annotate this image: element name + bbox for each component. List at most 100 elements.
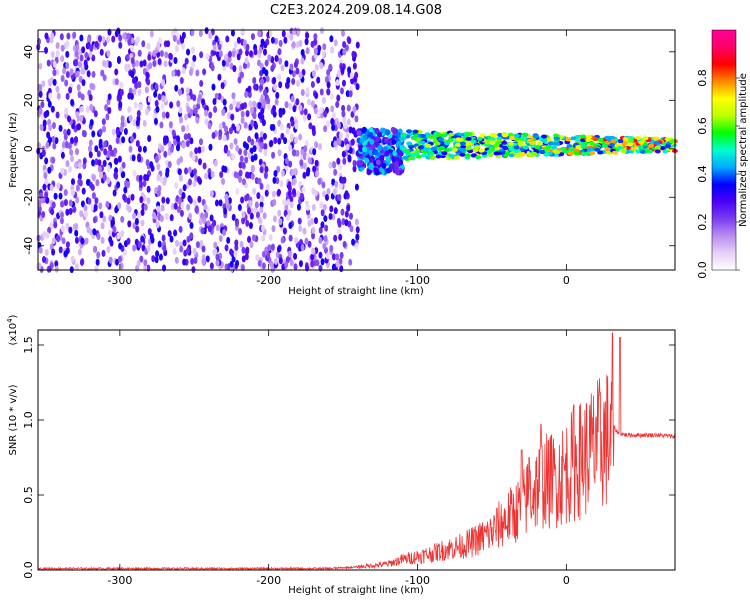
heatmap-cell [52,61,57,69]
heatmap-cell [284,101,289,109]
heatmap-cell [294,236,299,244]
heatmap-cell [59,217,64,225]
heatmap-cell [322,242,327,250]
heatmap-cell [318,143,323,151]
heatmap-cell [244,90,249,98]
heatmap-cell [329,92,334,100]
heatmap-cell [354,115,359,123]
heatmap-cell [210,170,215,178]
heatmap-cell [79,34,84,42]
heatmap-cell [41,210,46,218]
heatmap-cell [44,46,49,54]
heatmap-cell [355,226,360,234]
heatmap-cell [323,235,328,243]
heatmap-cell [253,48,258,56]
heatmap-cell [429,155,436,160]
heatmap-cell [448,153,455,158]
snr-yscale-base: (x10 [8,323,19,346]
colorbar-tick-label: 0.6 [696,117,709,135]
heatmap-cell [49,184,54,192]
heatmap-cell [156,43,161,51]
heatmap-cell [277,137,282,145]
heatmap-cell [373,167,379,174]
heatmap-cell [245,219,250,227]
heatmap-cell [108,236,113,244]
heatmap-cell [144,108,149,116]
heatmap-cell [145,71,150,79]
heatmap-cell [355,83,360,91]
figure-title: C2E3.2024.209.08.14.G08 [270,3,442,18]
heatmap-cell [346,104,351,112]
heatmap-cell [226,236,231,244]
heatmap-cell [278,110,283,118]
heatmap-cell [65,92,70,100]
heatmap-cell [91,130,96,138]
heatmap-cell [167,160,172,168]
heatmap-cell [227,197,232,205]
heatmap-cell [72,205,77,213]
heatmap-cell [214,92,219,100]
heatmap-cell [184,113,189,121]
heatmap-cell [232,65,237,73]
heatmap-cell [68,86,73,94]
heatmap-cell [61,141,66,149]
heatmap-cell [269,139,274,147]
heatmap-cell [149,233,154,241]
heatmap-cell [402,155,409,160]
heatmap-cell [173,138,178,146]
heatmap-cell [241,211,246,219]
heatmap-cell [65,241,70,249]
heatmap-cell [470,139,477,144]
x-tick-label: -200 [256,574,281,587]
heatmap-cell [96,150,101,158]
heatmap-cell [146,197,151,205]
x-tick-label: 0 [563,574,570,587]
heatmap-cell [77,162,82,170]
heatmap-cell [227,112,232,120]
heatmap-cell [381,162,387,169]
heatmap-cell [224,125,229,133]
heatmap-cell [273,170,278,178]
heatmap-cell [82,157,87,165]
heatmap-cell [253,206,258,214]
heatmap-cell [201,98,206,106]
heatmap-cell [128,145,133,153]
heatmap-cell [51,201,56,209]
heatmap-cell [294,122,299,130]
heatmap-cell [124,65,129,73]
heatmap-cell [287,190,292,198]
heatmap-cell [263,172,268,180]
heatmap-cell [266,97,271,105]
heatmap-cell [323,215,328,223]
heatmap-cell [459,152,466,157]
heatmap-cell [209,262,214,270]
heatmap-cell [94,197,99,205]
heatmap-cell [425,143,432,148]
heatmap-cell [100,236,105,244]
heatmap-cell [137,81,142,89]
heatmap-cell [108,229,113,237]
heatmap-cell [341,104,346,112]
heatmap-cell [162,244,167,252]
heatmap-cell [547,141,554,146]
heatmap-cell [217,43,222,51]
heatmap-cell [310,260,315,268]
heatmap-cell [400,146,407,151]
heatmap-cell [244,194,249,202]
heatmap-cell [63,250,68,258]
heatmap-cell [60,55,65,63]
heatmap-cell [38,90,43,98]
heatmap-cell [95,179,100,187]
heatmap-cell [322,190,327,198]
heatmap-cell [51,156,56,164]
colorbar-tick-label: 0.8 [696,69,709,87]
heatmap-cell [257,216,262,224]
heatmap-cell [521,132,528,137]
heatmap-cell [186,94,191,102]
heatmap-cell [125,54,130,62]
heatmap-cell [231,92,236,100]
heatmap-cell [41,80,46,88]
snr-yscale-exponent: 4 [6,318,14,323]
heatmap-cell [586,147,593,152]
heatmap-cell [417,145,424,150]
